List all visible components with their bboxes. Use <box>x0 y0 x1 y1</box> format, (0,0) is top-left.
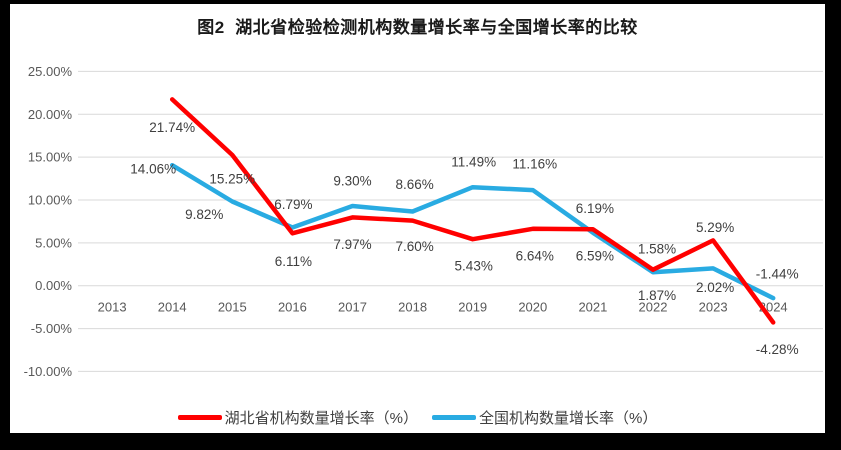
y-tick-label: 5.00% <box>35 235 72 250</box>
x-tick-label: 2022 <box>639 300 668 315</box>
frame-border-left <box>0 0 10 450</box>
frame-border-right <box>825 0 841 450</box>
data-label: 5.43% <box>455 259 493 274</box>
series-line-national <box>169 162 776 301</box>
data-label: 1.58% <box>638 242 676 257</box>
data-label: 1.87% <box>638 288 676 303</box>
frame-border-bottom <box>0 433 841 450</box>
x-tick-label: 2015 <box>218 300 247 315</box>
data-label: 11.49% <box>451 155 496 170</box>
legend-swatch-hubei-line <box>177 415 222 420</box>
y-tick-label: -10.00% <box>24 364 73 379</box>
data-label: 11.16% <box>512 157 557 172</box>
y-tick-label: 20.00% <box>28 107 73 122</box>
frame-border-top <box>0 0 841 4</box>
legend-item-national: 全国机构数量增长率（%） <box>432 407 657 428</box>
data-label: 14.06% <box>130 162 176 177</box>
x-tick-label: 2019 <box>458 300 487 315</box>
data-label: 9.82% <box>185 207 223 222</box>
data-label: 5.29% <box>696 220 734 235</box>
y-tick-label: 10.00% <box>28 193 73 208</box>
data-label: 9.30% <box>333 173 371 188</box>
legend-item-hubei: 湖北省机构数量增长率（%） <box>177 407 418 428</box>
data-label: 21.74% <box>149 120 195 135</box>
data-label: -1.44% <box>756 267 799 282</box>
data-label: 6.64% <box>516 248 554 263</box>
series-line-hubei <box>169 97 776 325</box>
y-tick-label: 25.00% <box>28 64 73 79</box>
data-label: 2.02% <box>696 280 734 295</box>
data-label: 6.11% <box>275 254 312 269</box>
x-tick-label: 2014 <box>158 300 187 315</box>
data-label: 6.19% <box>576 201 614 216</box>
x-tick-label: 2023 <box>699 300 728 315</box>
chart-legend: 湖北省机构数量增长率（%） 全国机构数量增长率（%） <box>10 407 825 428</box>
data-label: 15.25% <box>209 172 255 187</box>
data-label: 7.97% <box>333 237 371 252</box>
data-label: 6.59% <box>576 249 614 264</box>
chart-title: 图2 湖北省检验检测机构数量增长率与全国增长率的比较 <box>197 18 638 37</box>
x-tick-label: 2013 <box>98 300 127 315</box>
legend-label-hubei: 湖北省机构数量增长率（%） <box>224 410 418 427</box>
y-tick-label: -5.00% <box>31 321 73 336</box>
data-label: 6.79% <box>274 197 312 212</box>
legend-swatch-national-line <box>432 415 476 420</box>
x-tick-label: 2018 <box>398 300 427 315</box>
x-tick-label: 2021 <box>578 300 607 315</box>
x-tick-label: 2020 <box>518 300 547 315</box>
data-label: 7.60% <box>395 239 433 254</box>
y-tick-label: 0.00% <box>35 278 72 293</box>
legend-label-national: 全国机构数量增长率（%） <box>479 410 658 427</box>
data-label: 8.66% <box>395 177 433 192</box>
data-label: -4.28% <box>756 342 799 357</box>
y-tick-label: 15.00% <box>28 150 73 165</box>
x-tick-label: 2017 <box>338 300 367 315</box>
x-tick-label: 2016 <box>278 300 307 315</box>
